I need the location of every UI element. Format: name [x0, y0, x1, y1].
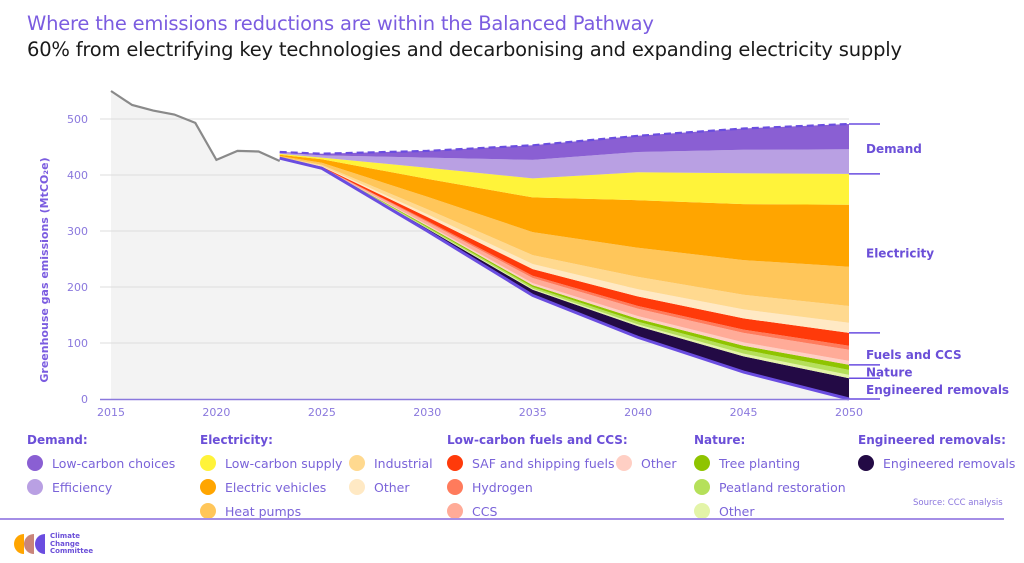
legend-item-peatland: Peatland restoration	[694, 479, 846, 495]
legend-swatch	[200, 503, 216, 519]
x-tick-label: 2035	[519, 406, 547, 419]
area-electric-vehicles	[279, 154, 849, 267]
legend-label: Low-carbon choices	[52, 455, 176, 471]
legend-swatch	[694, 503, 710, 519]
legend-label: Heat pumps	[225, 503, 302, 519]
legend-swatch	[616, 455, 632, 471]
x-tick-label: 2050	[835, 406, 863, 419]
baseline-dashed-line	[279, 122, 850, 155]
legend-label: Other	[374, 479, 410, 495]
legend-swatch	[447, 455, 463, 471]
area-saf-and-shipping-fuels	[279, 157, 849, 346]
legend-swatch	[858, 455, 874, 471]
x-tick-label: 2045	[730, 406, 758, 419]
legend-item-heat-pumps: Heat pumps	[200, 503, 301, 519]
logo-line: Climate	[50, 532, 81, 540]
y-tick-label: 0	[81, 393, 88, 406]
area-efficiency	[279, 149, 849, 179]
ccc-logo-text: Climate Change Committee	[50, 532, 94, 556]
historical-emissions-line	[110, 90, 281, 163]
legend-label: Industrial	[374, 455, 433, 471]
legend-swatch	[447, 503, 463, 519]
legend-header-nature: Nature:	[694, 433, 746, 447]
legend-item-saf-shipping: SAF and shipping fuels	[447, 455, 614, 471]
ccc-logo-mark	[14, 534, 45, 555]
legend-header-fuels-ccs: Low-carbon fuels and CCS:	[447, 433, 628, 447]
legend-swatch	[349, 479, 365, 495]
logo-line: Committee	[50, 547, 94, 555]
legend-header-engineered: Engineered removals:	[858, 433, 1006, 447]
legend-label: Other	[719, 503, 755, 519]
legend-swatch	[27, 479, 43, 495]
legend-item-tree-planting: Tree planting	[694, 455, 800, 471]
x-tick-label: 2020	[202, 406, 230, 419]
legend-label: Hydrogen	[472, 479, 533, 495]
bracket-label: Nature	[866, 365, 912, 379]
area-ccs	[279, 158, 849, 361]
legend-item-engineered-removals: Engineered removals	[858, 455, 1015, 471]
area-engineered-removals	[279, 158, 849, 399]
y-tick-label: 300	[67, 225, 88, 238]
y-tick-label: 500	[67, 113, 88, 126]
chart-title: Where the emissions reductions are withi…	[27, 12, 654, 35]
legend-swatch	[349, 455, 365, 471]
y-tick-label: 400	[67, 169, 88, 182]
legend-item-low-carbon-choices: Low-carbon choices	[27, 455, 175, 471]
legend-label: Tree planting	[719, 455, 801, 471]
legend-label: Low-carbon supply	[225, 455, 343, 471]
legend-item-ccs: CCS	[447, 503, 497, 519]
legend-swatch	[694, 479, 710, 495]
legend-swatch	[27, 455, 43, 471]
legend-label: Efficiency	[52, 479, 113, 495]
legend-item-hydrogen: Hydrogen	[447, 479, 533, 495]
legend-label: CCS	[472, 503, 498, 519]
legend-swatch	[447, 479, 463, 495]
y-tick-label: 200	[67, 281, 88, 294]
area-low-carbon-supply	[279, 153, 849, 205]
legend-header-demand: Demand:	[27, 433, 88, 447]
bracket-label: Fuels and CCS	[866, 348, 962, 362]
bracket-label: Engineered removals	[866, 383, 1009, 397]
chart-subtitle: 60% from electrifying key technologies a…	[27, 38, 902, 61]
area-heat-pumps	[279, 156, 849, 306]
legend-swatch	[694, 455, 710, 471]
ccc-logo: Climate Change Committee	[14, 532, 94, 556]
legend-label: SAF and shipping fuels	[472, 455, 615, 471]
legend-item-low-carbon-supply: Low-carbon supply	[200, 455, 342, 471]
x-tick-label: 2040	[624, 406, 652, 419]
source-note: Source: CCC analysis	[913, 498, 1003, 508]
emissions-chart: 0 100 200 300 400 500 2015 2020 2025 2030 2035 2040…	[38, 90, 1009, 419]
legend-label: Other	[641, 455, 677, 471]
legend-item-electric-vehicles: Electric vehicles	[200, 479, 326, 495]
legend-swatch	[200, 479, 216, 495]
area-low-carbon-choices	[279, 124, 849, 160]
legend-label: Peatland restoration	[719, 479, 846, 495]
bracket-label: Electricity	[866, 246, 934, 260]
legend-swatch	[200, 455, 216, 471]
legend-label: Engineered removals	[883, 455, 1016, 471]
y-axis-label: Greenhouse gas emissions (MtCO₂e)	[38, 157, 51, 382]
legend-item-industrial: Industrial	[349, 455, 433, 471]
legend-label: Electric vehicles	[225, 479, 327, 495]
x-tick-label: 2030	[413, 406, 441, 419]
legend-item-electricity-other: Other	[349, 479, 410, 495]
legend-header-electricity: Electricity:	[200, 433, 273, 447]
legend-item-nature-other: Other	[694, 503, 755, 519]
legend-item-fuels-other: Other	[616, 455, 677, 471]
divider	[0, 518, 1004, 520]
legend-item-efficiency: Efficiency	[27, 479, 112, 495]
bracket-label: Demand	[866, 142, 922, 156]
x-tick-label: 2015	[97, 406, 125, 419]
balanced-pathway-line	[279, 156, 850, 401]
area-industrial	[279, 157, 849, 323]
y-tick-label: 100	[67, 337, 88, 350]
logo-line: Change	[50, 539, 80, 548]
x-tick-label: 2025	[308, 406, 336, 419]
